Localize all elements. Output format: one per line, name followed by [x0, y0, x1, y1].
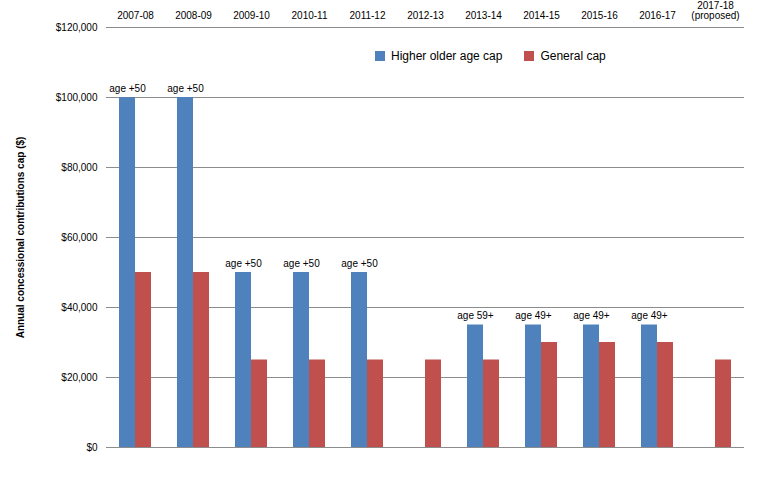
svg-text:$40,000: $40,000 [61, 302, 98, 313]
svg-text:$100,000: $100,000 [56, 92, 98, 103]
svg-text:age +50: age +50 [225, 258, 262, 269]
svg-text:$0: $0 [86, 442, 98, 453]
svg-text:$60,000: $60,000 [61, 232, 98, 243]
svg-text:2012-13: 2012-13 [407, 10, 444, 21]
svg-text:2014-15: 2014-15 [523, 10, 560, 21]
svg-text:age 49+: age 49+ [573, 310, 610, 321]
svg-text:2015-16: 2015-16 [581, 10, 618, 21]
html-text:General cap: General cap [540, 49, 606, 63]
svg-text:age +50: age +50 [341, 258, 378, 269]
svg-text:age 59+: age 59+ [457, 310, 494, 321]
svg-text:2017-18(proposed): 2017-18(proposed) [691, 0, 739, 21]
html-text:Higher older age cap: Higher older age cap [391, 49, 503, 63]
svg-text:2009-10: 2009-10 [233, 10, 270, 21]
svg-text:2007-08: 2007-08 [117, 10, 154, 21]
svg-text:2011-12: 2011-12 [350, 10, 386, 21]
svg-text:2013-14: 2013-14 [465, 10, 502, 21]
svg-text:$80,000: $80,000 [61, 162, 98, 173]
svg-text:2010-11: 2010-11 [292, 10, 328, 21]
svg-text:age +50: age +50 [167, 83, 204, 94]
svg-text:age +50: age +50 [283, 258, 320, 269]
svg-text:$20,000: $20,000 [61, 372, 98, 383]
svg-text:age 49+: age 49+ [631, 310, 668, 321]
svg-text:age 49+: age 49+ [515, 310, 552, 321]
svg-text:Annual concessional contributi: Annual concessional contributions cap ($… [15, 137, 26, 339]
svg-text:age +50: age +50 [109, 83, 146, 94]
svg-text:2008-09: 2008-09 [175, 10, 212, 21]
svg-text:2016-17: 2016-17 [639, 10, 676, 21]
svg-text:$120,000: $120,000 [56, 22, 98, 33]
